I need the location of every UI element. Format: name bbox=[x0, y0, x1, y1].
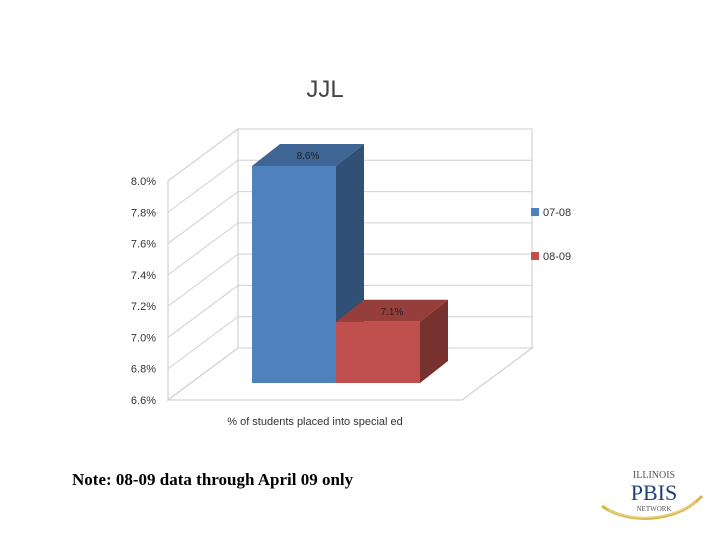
gridline bbox=[167, 253, 532, 307]
legend-swatch bbox=[531, 252, 539, 260]
bar bbox=[336, 321, 420, 383]
data-label: 8.6% bbox=[297, 151, 320, 162]
bar-side bbox=[420, 299, 448, 383]
gridline bbox=[167, 159, 532, 213]
logo-top-text: ILLINOIS bbox=[633, 470, 675, 481]
data-label: 7.1% bbox=[381, 307, 404, 318]
y-tick-label: 7.2% bbox=[131, 301, 156, 313]
gridline bbox=[167, 191, 532, 244]
illinois-pbis-network-logo: ILLINOIS PBIS NETWORK bbox=[601, 470, 704, 520]
y-tick-label: 6.8% bbox=[131, 364, 156, 376]
gridline bbox=[167, 284, 532, 338]
y-tick-label: 7.6% bbox=[131, 239, 156, 251]
y-tick-label: 6.6% bbox=[131, 395, 156, 407]
bar-top bbox=[252, 144, 364, 166]
y-tick-label: 8.0% bbox=[131, 176, 156, 188]
logo-middle-text: PBIS bbox=[631, 480, 677, 505]
legend-label: 08-09 bbox=[543, 251, 571, 263]
chart-title: JJL bbox=[306, 76, 344, 103]
legend-swatch bbox=[531, 208, 539, 216]
legend-label: 07-08 bbox=[543, 207, 571, 219]
side-wall bbox=[167, 128, 239, 401]
bar bbox=[252, 166, 336, 383]
x-axis-label: % of students placed into special ed bbox=[227, 416, 403, 428]
y-tick-label: 7.0% bbox=[131, 332, 156, 344]
y-tick-label: 7.4% bbox=[131, 270, 156, 282]
gridline bbox=[167, 128, 532, 182]
gridline bbox=[167, 222, 532, 276]
note-text: Note: 08-09 data through April 09 only bbox=[72, 470, 354, 489]
y-tick-label: 7.8% bbox=[131, 207, 156, 219]
bar-top bbox=[336, 299, 448, 322]
logo-bottom-text: NETWORK bbox=[637, 505, 672, 513]
